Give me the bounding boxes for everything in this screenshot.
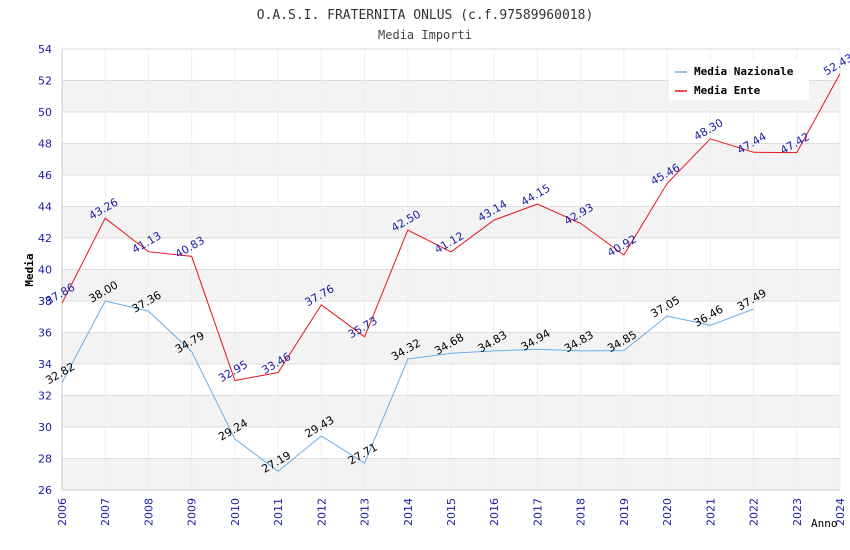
x-tick-label: 2006 — [56, 498, 69, 526]
y-tick-label: 32 — [38, 390, 52, 403]
legend-box — [669, 60, 809, 100]
x-tick-label: 2020 — [661, 498, 674, 526]
y-tick-label: 54 — [38, 43, 52, 56]
y-tick-label: 30 — [38, 421, 52, 434]
x-tick-label: 2009 — [186, 498, 199, 526]
y-tick-label: 28 — [38, 453, 52, 466]
x-tick-label: 2016 — [488, 498, 501, 526]
x-tick-label: 2017 — [531, 498, 544, 526]
y-tick-label: 48 — [38, 138, 52, 151]
data-label-media-ente: 48.30 — [692, 116, 726, 143]
x-axis-ticks: 2006 2007 2008 2009 2010 2011 2012 2013 2014 2015… — [56, 498, 847, 526]
y-tick-label: 26 — [38, 484, 52, 497]
y-tick-label: 50 — [38, 106, 52, 119]
y-tick-label: 52 — [38, 75, 52, 88]
x-tick-label: 2019 — [618, 498, 631, 526]
x-tick-label: 2007 — [99, 498, 112, 526]
series-line-media-nazionale — [61, 300, 754, 472]
legend: Media Nazionale Media Ente — [669, 60, 809, 100]
y-tick-label: 40 — [38, 264, 52, 277]
x-tick-label: 2023 — [791, 498, 804, 526]
chart-subtitle: Media Importi — [378, 28, 472, 42]
y-tick-label: 46 — [38, 169, 52, 182]
y-tick-label: 44 — [38, 201, 52, 214]
legend-label-media-ente: Media Ente — [694, 84, 761, 97]
y-tick-label: 36 — [38, 327, 52, 340]
data-label-media-ente: 37.86 — [43, 281, 77, 308]
x-tick-label: 2024 — [834, 498, 847, 526]
x-tick-label: 2008 — [142, 498, 155, 526]
data-label-media-ente: 52.43 — [821, 51, 850, 78]
y-tick-label: 34 — [38, 358, 52, 371]
series-line-media-ente — [61, 73, 841, 382]
y-axis-label: Media — [23, 253, 36, 286]
x-tick-label: 2018 — [575, 498, 588, 526]
x-tick-label: 2021 — [704, 498, 717, 526]
y-tick-label: 38 — [38, 295, 52, 308]
x-tick-label: 2015 — [445, 498, 458, 526]
x-tick-label: 2012 — [315, 498, 328, 526]
chart-title: O.A.S.I. FRATERNITA ONLUS (c.f.975899600… — [257, 8, 594, 23]
legend-label-media-nazionale: Media Nazionale — [694, 65, 794, 78]
x-axis-label: Anno — [811, 517, 838, 530]
series-lines — [61, 73, 841, 472]
x-tick-label: 2013 — [359, 498, 372, 526]
x-tick-label: 2022 — [748, 498, 761, 526]
x-tick-label: 2010 — [229, 498, 242, 526]
x-tick-label: 2014 — [402, 498, 415, 526]
y-tick-label: 42 — [38, 232, 52, 245]
y-axis-ticks: 26 28 30 32 34 36 38 40 42 44 46 48 50 52 54 — [38, 43, 52, 497]
x-tick-label: 2011 — [272, 498, 285, 526]
data-label-media-nazionale: 36.46 — [692, 303, 726, 330]
